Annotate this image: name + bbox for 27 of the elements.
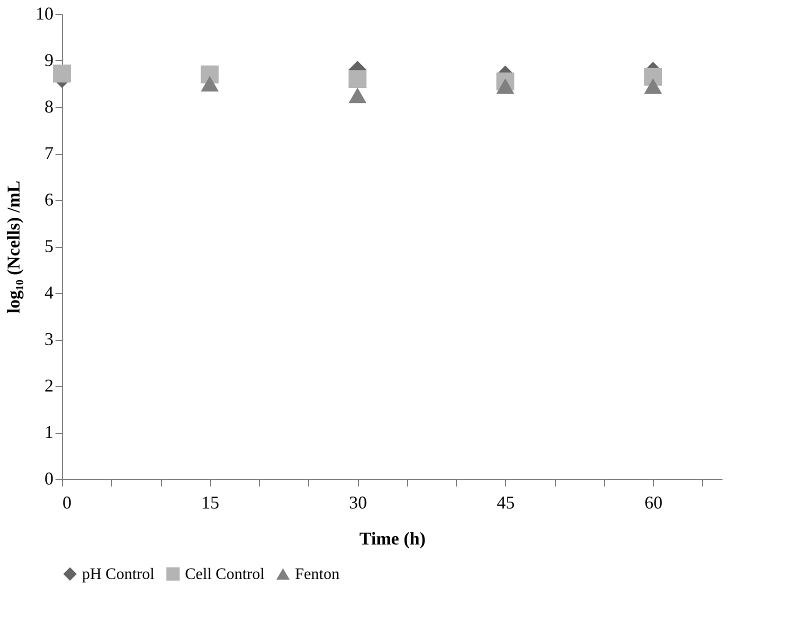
y-tick-label: 8: [44, 96, 54, 116]
y-tick-label: 1: [44, 422, 54, 442]
point: [348, 70, 366, 88]
point: [644, 78, 662, 94]
y-tick-label: 7: [44, 143, 54, 163]
legend-label: Fenton: [295, 566, 340, 583]
y-tick-label: 2: [44, 376, 54, 396]
x-tick-label: 0: [62, 492, 72, 512]
y-tick-label: 5: [44, 236, 54, 256]
y-tick-label: 6: [44, 190, 54, 210]
y-tick-label: 10: [36, 4, 54, 24]
x-tick-label: 45: [496, 492, 515, 512]
x-tick-label: 30: [349, 492, 368, 512]
x-axis-title: Time (h): [359, 528, 426, 548]
point: [496, 78, 514, 94]
point: [348, 88, 366, 104]
y-tick-label: 3: [44, 329, 54, 349]
legend-label: Cell Control: [185, 566, 266, 583]
y-tick-label: 9: [44, 50, 54, 70]
y-tick-label: 4: [44, 282, 54, 302]
point: [200, 76, 219, 92]
y-tick-label: 0: [44, 468, 54, 488]
legend-label: pH Control: [82, 566, 155, 583]
x-tick-label: 60: [644, 492, 663, 512]
y-axis-title: log₁₀ (Ncells) /mL: [4, 180, 24, 314]
point: [53, 64, 71, 82]
x-tick-label: 15: [201, 492, 220, 512]
